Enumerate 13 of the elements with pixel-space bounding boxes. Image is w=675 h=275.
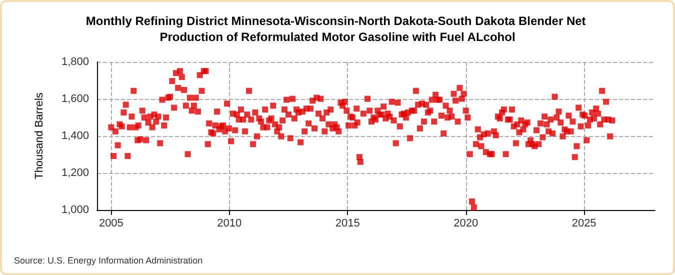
source-note: Source: U.S. Energy Information Administration	[14, 256, 203, 266]
x-tick-label: 2005	[98, 218, 124, 230]
y-tick-label: 1,200	[61, 167, 89, 179]
x-tick-label: 2015	[335, 218, 360, 230]
y-tick-label: 1,400	[61, 130, 89, 142]
x-tick-label: 2025	[572, 218, 596, 230]
x-tick-label: 2020	[454, 218, 478, 230]
chart-title: Monthly Refining District Minnesota-Wisconsin-North Dakota-South Dakota Blender Net Production of Reformulated Motor Gasoline with Fuel ALcohol	[86, 14, 590, 44]
y-tick-label: 1,600	[61, 93, 89, 105]
x-tick-label: 2010	[217, 218, 242, 230]
y-tick-label: 1,000	[61, 204, 89, 216]
y-axis-title: Thousand Barrels	[34, 92, 46, 180]
y-tick-label: 1,800	[61, 56, 89, 68]
